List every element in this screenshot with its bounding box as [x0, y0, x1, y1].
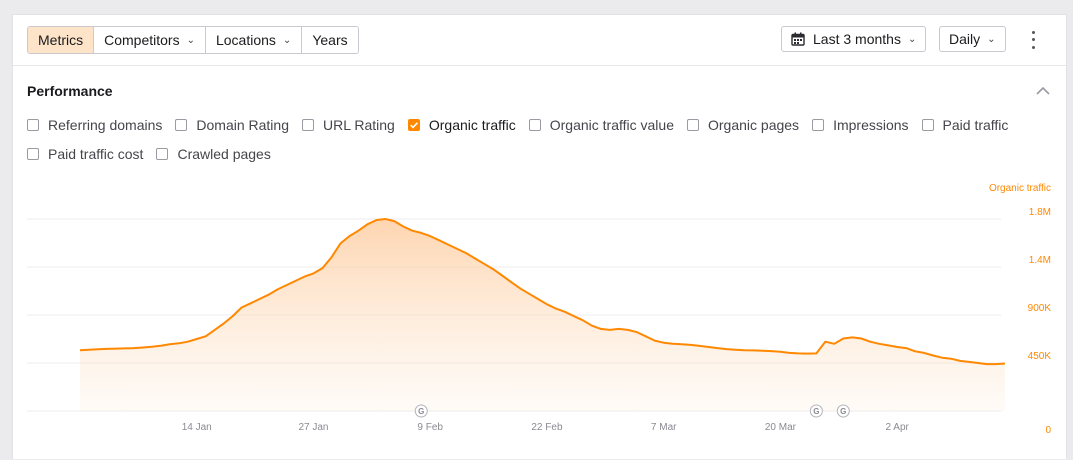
- checkbox-label: Organic pages: [708, 117, 800, 133]
- checkbox-organic-pages[interactable]: Organic pages: [687, 115, 799, 135]
- tab-competitors[interactable]: Competitors ⌄: [94, 27, 206, 53]
- checkbox-box[interactable]: [175, 119, 188, 131]
- tab-locations-label: Locations: [215, 32, 276, 48]
- calendar-icon: [791, 32, 805, 46]
- y-tick-label: 1.4M: [1029, 255, 1051, 266]
- google-update-icon: [836, 404, 850, 418]
- google-update-label: G: [840, 407, 846, 416]
- checkbox-domain-rating[interactable]: Domain Rating: [175, 115, 289, 135]
- kebab-menu-icon[interactable]: [1025, 29, 1041, 51]
- chevron-down-icon: ⌄: [987, 33, 996, 45]
- checkbox-label: Crawled pages: [177, 146, 271, 162]
- checkbox-label: Paid traffic cost: [48, 146, 144, 162]
- metric-checkbox-row-1: Referring domains Domain Rating URL Rati…: [27, 115, 1008, 135]
- checkbox-label: Paid traffic: [942, 117, 1009, 133]
- checkbox-organic-traffic[interactable]: Organic traffic: [407, 115, 516, 135]
- checkbox-label: Organic traffic: [428, 117, 516, 133]
- organic-traffic-chart: Organic traffic 0 450K 900K 1.4M 1.8M 14 Jan…: [27, 183, 1052, 436]
- checkbox-organic-traffic-value[interactable]: Organic traffic value: [528, 115, 674, 135]
- checkbox-box[interactable]: [156, 148, 169, 160]
- checkbox-box[interactable]: [528, 119, 541, 131]
- checkbox-label: Referring domains: [48, 117, 163, 133]
- checkbox-box[interactable]: [407, 119, 420, 131]
- google-update-marker[interactable]: G: [809, 404, 823, 418]
- y-tick-label: 900K: [1028, 303, 1052, 314]
- y-axis: 0 450K 900K 1.4M 1.8M: [1028, 207, 1052, 436]
- performance-panel: Metrics Competitors ⌄ Locations ⌄ Years: [12, 14, 1067, 459]
- google-update-marker[interactable]: G: [836, 404, 850, 418]
- x-tick-label: 27 Jan: [298, 422, 328, 433]
- google-update-icon: [414, 404, 428, 418]
- checkbox-impressions[interactable]: Impressions: [812, 115, 909, 135]
- check-icon: [410, 122, 418, 129]
- y-tick-label: 1.8M: [1029, 207, 1051, 218]
- x-tick-label: 14 Jan: [182, 422, 212, 433]
- y-tick-label: 0: [1045, 425, 1051, 436]
- x-axis: 14 Jan 27 Jan 9 Feb 22 Feb 7 Mar 20 Mar 2 Apr: [182, 422, 910, 433]
- series-line[interactable]: [79, 218, 1005, 366]
- chevron-down-icon: ⌄: [282, 34, 292, 46]
- tab-metrics-label: Metrics: [38, 32, 84, 48]
- tab-years-label: Years: [312, 32, 348, 48]
- series-legend-label: Organic traffic: [989, 183, 1051, 194]
- checkbox-label: Domain Rating: [196, 117, 289, 133]
- tab-competitors-label: Competitors: [104, 32, 180, 48]
- checkbox-label: Organic traffic value: [549, 117, 674, 133]
- metric-checkbox-row-2: Paid traffic cost Crawled pages: [27, 144, 284, 164]
- checkbox-referring-domains[interactable]: Referring domains: [27, 115, 162, 135]
- checkbox-box[interactable]: [27, 148, 39, 160]
- tab-locations[interactable]: Locations ⌄: [205, 27, 303, 53]
- checkbox-box[interactable]: [687, 119, 699, 131]
- google-update-marker[interactable]: G: [414, 404, 428, 418]
- x-tick-label: 22 Feb: [531, 422, 563, 433]
- chevron-down-icon: ⌄: [907, 33, 917, 45]
- x-tick-label: 2 Apr: [886, 422, 910, 433]
- date-range-dropdown[interactable]: Last 3 months ⌄: [781, 26, 927, 52]
- google-update-icon: [809, 404, 823, 418]
- series-area: [80, 219, 1005, 411]
- tab-metrics[interactable]: Metrics: [28, 27, 95, 53]
- interval-dropdown[interactable]: Daily ⌄: [939, 26, 1006, 52]
- checkbox-box[interactable]: [27, 119, 39, 131]
- checkbox-paid-traffic[interactable]: Paid traffic: [921, 115, 1009, 135]
- google-update-label: G: [418, 407, 424, 416]
- checkbox-box[interactable]: [302, 119, 314, 131]
- chevron-up-icon[interactable]: [1033, 83, 1053, 99]
- checkbox-paid-traffic-cost[interactable]: Paid traffic cost: [27, 144, 143, 164]
- google-update-label: G: [813, 407, 819, 416]
- x-tick-label: 7 Mar: [651, 422, 677, 433]
- checkbox-label: URL Rating: [323, 117, 395, 133]
- chevron-down-icon: ⌄: [186, 34, 195, 46]
- checkbox-label: Impressions: [833, 117, 909, 133]
- checkbox-crawled-pages[interactable]: Crawled pages: [156, 144, 271, 164]
- interval-label: Daily: [949, 31, 981, 47]
- date-range-label: Last 3 months: [813, 31, 901, 47]
- y-tick-label: 450K: [1028, 351, 1052, 362]
- checkbox-url-rating[interactable]: URL Rating: [302, 115, 395, 135]
- checkbox-box[interactable]: [812, 119, 825, 131]
- checkbox-box[interactable]: [921, 119, 934, 131]
- view-tabs: Metrics Competitors ⌄ Locations ⌄ Years: [27, 26, 359, 54]
- tab-years[interactable]: Years: [302, 27, 358, 53]
- x-tick-label: 9 Feb: [417, 422, 443, 433]
- section-title: Performance: [27, 83, 113, 99]
- x-tick-label: 20 Mar: [765, 422, 797, 433]
- toolbar: Metrics Competitors ⌄ Locations ⌄ Years: [13, 15, 1066, 66]
